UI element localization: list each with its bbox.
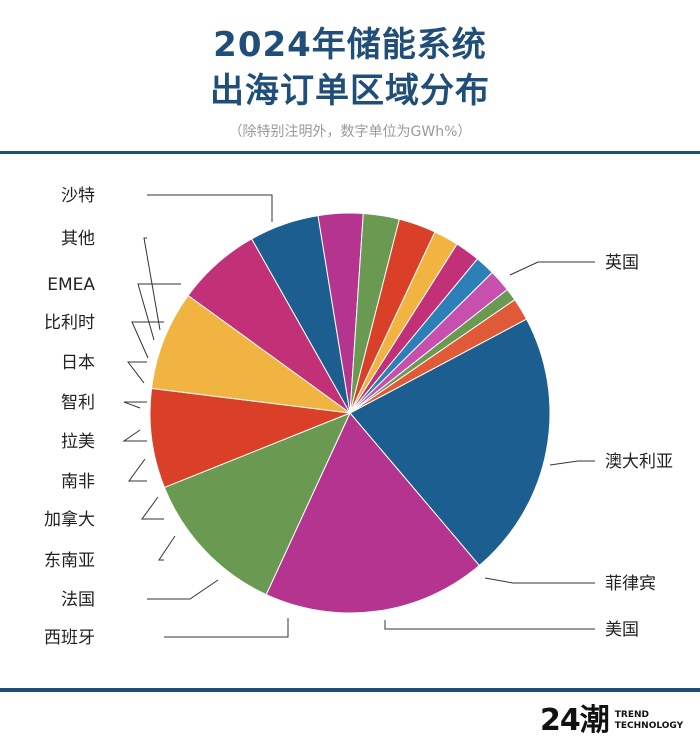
chart-subtitle: （除特别注明外，数字单位为GWh%）	[228, 124, 472, 140]
logo-mark: 24潮	[540, 703, 610, 738]
leader-line-8	[158, 535, 176, 561]
slice-label-4: 菲律宾	[605, 574, 656, 594]
pie-slice-16	[349, 299, 528, 414]
slice-label-15: EMEA	[47, 275, 95, 295]
slice-label-11: 拉美	[61, 432, 95, 452]
pie-slice-3	[163, 412, 351, 596]
leader-line-1	[147, 194, 273, 222]
logo-text-line-2: TECHNOLOGY	[614, 721, 684, 731]
slice-label-1: 沙特	[61, 186, 95, 206]
leader-line-10	[128, 458, 147, 482]
chart-title-line-1: 2024年储能系统	[213, 25, 487, 65]
slice-label-16: 其他	[61, 229, 95, 249]
slice-label-5: 美国	[605, 620, 639, 640]
pie-slice-5	[150, 294, 351, 414]
leader-line-15	[137, 283, 181, 341]
slice-label-14: 比利时	[44, 313, 95, 333]
leader-line-11	[122, 429, 147, 442]
slice-label-7: 法国	[61, 590, 95, 610]
leader-line-3	[549, 460, 595, 466]
leader-line-13	[126, 361, 147, 384]
logo-text: TREND TECHNOLOGY	[615, 710, 683, 732]
leader-line-6	[164, 618, 289, 638]
slice-label-3: 澳大利亚	[605, 452, 673, 472]
slice-label-10: 南非	[61, 472, 95, 492]
leader-line-4	[484, 577, 595, 584]
slice-label-6: 西班牙	[44, 628, 95, 648]
logo-text-line-1: TREND	[614, 710, 649, 720]
pie-slice-4	[149, 387, 351, 489]
leader-line-12	[123, 401, 147, 409]
slice-label-9: 加拿大	[44, 509, 95, 530]
leader-line-14	[131, 321, 164, 359]
leader-line-2	[509, 261, 595, 276]
pie-slice-1	[349, 318, 551, 567]
top-divider	[0, 151, 700, 154]
leader-line-9	[141, 496, 164, 520]
brand-logo: 24潮 TREND TECHNOLOGY	[540, 704, 683, 738]
bottom-divider	[0, 688, 700, 692]
slice-label-2: 英国	[605, 253, 639, 273]
slice-label-8: 东南亚	[44, 551, 95, 571]
pie-slice-2	[265, 412, 481, 614]
chart-title-line-2: 出海订单区域分布	[210, 71, 490, 111]
slice-label-13: 日本	[61, 353, 95, 373]
leader-line-16	[143, 237, 161, 331]
leader-line-7	[147, 579, 219, 600]
leader-line-5	[384, 620, 595, 630]
slice-label-12: 智利	[61, 393, 95, 413]
